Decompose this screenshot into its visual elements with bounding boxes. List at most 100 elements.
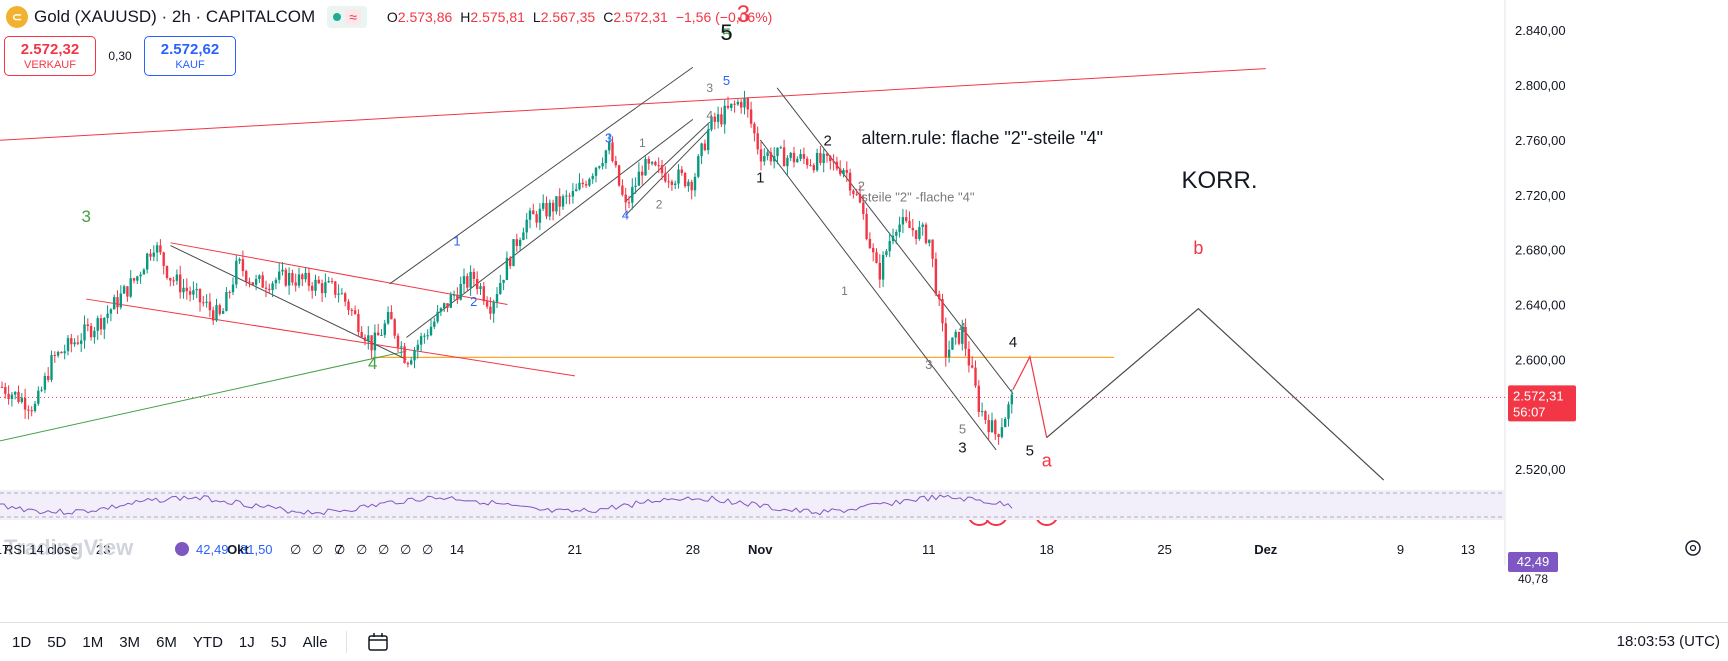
candle-body: [291, 272, 294, 283]
candle-body: [947, 349, 951, 358]
candle-body: [743, 98, 746, 108]
candle-body: [806, 158, 809, 166]
ohlc-change: −1,56 (−0,06%): [675, 9, 773, 25]
toolbar-divider: [345, 631, 347, 653]
rsi-empty-value: ∅: [378, 542, 389, 557]
candle-body: [660, 165, 664, 174]
last-price-tag-countdown: 56:07: [1513, 404, 1546, 419]
utc-clock[interactable]: 18:03:53 (UTC): [1616, 633, 1720, 650]
candle-body: [452, 294, 456, 296]
candle-body: [614, 161, 617, 166]
timeframe-6m[interactable]: 6M: [156, 633, 177, 651]
candle-body: [278, 271, 281, 280]
timeframe-1m[interactable]: 1M: [82, 633, 104, 651]
candle-body: [202, 302, 205, 304]
timeframe-all[interactable]: Alle: [302, 633, 328, 651]
wave-label: b: [1193, 238, 1203, 258]
candle-body: [545, 203, 548, 217]
price-chart[interactable]: 2.520,002.560,002.600,002.640,002.680,00…: [0, 0, 1728, 622]
candle-body: [413, 350, 416, 361]
candle-body: [997, 434, 1000, 438]
candle-body: [172, 280, 175, 282]
candle-body: [954, 331, 957, 338]
candle-body: [274, 279, 278, 284]
x-tick-label: 25: [1157, 542, 1171, 557]
candle-body: [730, 103, 733, 108]
candle-body: [542, 203, 545, 209]
candle-body: [875, 252, 878, 263]
candle-body: [248, 281, 251, 283]
candle-body: [89, 325, 93, 338]
candle-body: [459, 283, 462, 300]
candle-body: [522, 232, 525, 240]
candle-body: [944, 323, 947, 358]
candle-body: [509, 257, 512, 267]
timeframe-5d[interactable]: 5D: [47, 633, 67, 651]
gold-symbol-icon[interactable]: ⊂: [6, 6, 28, 28]
wave-label: 4: [1009, 334, 1017, 351]
rsi-empty-value: ∅: [400, 542, 411, 557]
timeframe-1d[interactable]: 1D: [12, 633, 32, 651]
timeframe-ytd[interactable]: YTD: [192, 633, 223, 651]
timeframe-3m[interactable]: 3M: [119, 633, 141, 651]
candle-body: [951, 337, 954, 350]
candle-body: [119, 293, 122, 308]
candle-body: [235, 260, 238, 285]
candle-body: [769, 152, 773, 162]
sell-button[interactable]: 2.572,32 VERKAUF: [4, 36, 96, 76]
candle-body: [505, 257, 509, 280]
x-tick-label: Okt: [227, 542, 249, 557]
candle-body: [182, 287, 185, 293]
calendar-goto-icon[interactable]: [367, 632, 389, 652]
trendline: [0, 68, 1266, 141]
candle-body: [241, 259, 245, 272]
candle-body: [83, 324, 86, 341]
candle-body: [766, 152, 769, 157]
candle-body: [502, 279, 505, 283]
axis-settings-icon-core: [1689, 544, 1697, 552]
candle-body: [301, 274, 304, 280]
candle-body: [700, 143, 703, 157]
candle-body: [281, 269, 284, 272]
ohlc-low: L2.567,35: [532, 9, 596, 25]
candle-body: [113, 297, 116, 310]
candle-body: [1007, 404, 1010, 419]
candle-body: [485, 301, 489, 307]
wave-label: 4: [959, 320, 966, 335]
y-tick-label: 2.800,00: [1515, 78, 1566, 93]
candle-body: [287, 272, 291, 286]
candle-body: [528, 210, 532, 220]
candle-body: [264, 287, 268, 289]
candle-body: [971, 365, 974, 368]
candle-body: [842, 170, 845, 175]
x-tick-label: Dez: [1254, 542, 1278, 557]
last-price-tag-price: 2.572,31: [1513, 388, 1564, 403]
candle-body: [136, 276, 139, 281]
trendline: [625, 128, 711, 216]
wave-label: 3: [737, 1, 750, 28]
rsi-empty-value: ∅: [334, 542, 345, 557]
candle-body: [228, 292, 231, 294]
wave-label: 3: [605, 131, 612, 146]
candle-body: [386, 312, 390, 324]
y-tick-label: 2.640,00: [1515, 298, 1566, 313]
timeframe-1j[interactable]: 1J: [238, 633, 255, 651]
candle-body: [918, 226, 921, 239]
candle-body: [56, 351, 60, 356]
buy-button[interactable]: 2.572,62 KAUF: [144, 36, 236, 76]
candle-body: [466, 276, 469, 288]
candle-body: [238, 259, 241, 261]
symbol-title[interactable]: Gold (XAUUSD) · 2h · CAPITALCOM: [34, 7, 316, 26]
trendline: [776, 87, 1014, 395]
candle-body: [994, 420, 997, 435]
candle-body: [848, 172, 852, 191]
status-indicators[interactable]: ≈: [327, 6, 367, 28]
trendline: [759, 139, 997, 451]
candle-body: [799, 153, 802, 159]
candle-body: [726, 105, 730, 108]
timeframe-5j[interactable]: 5J: [270, 633, 287, 651]
candle-body: [17, 391, 20, 403]
candle-body: [565, 195, 568, 197]
candle-body: [218, 305, 221, 314]
rsi-empty-value: ∅: [290, 542, 301, 557]
